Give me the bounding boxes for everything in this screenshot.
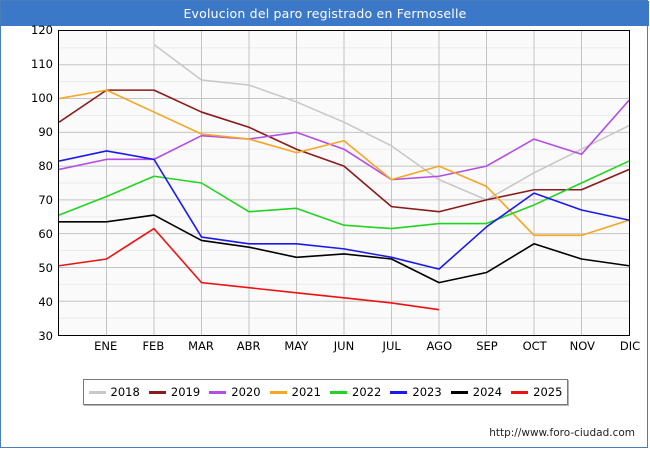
legend-item-2021[interactable]: 2021 [269, 385, 321, 399]
legend-label-2025: 2025 [533, 385, 563, 399]
x-axis-tick-oct: OCT [522, 339, 547, 353]
x-axis-tick-abr: ABR [236, 339, 261, 353]
y-axis-labels: 30 40 50 60 70 80 90 100 110 120 [1, 23, 53, 343]
legend-label-2022: 2022 [352, 385, 382, 399]
y-axis-tick-50: 50 [38, 261, 53, 275]
x-axis-tick-jun: JUN [333, 339, 355, 353]
source-url: http://www.foro-ciudad.com [489, 427, 635, 439]
series-line-2021 [59, 89, 629, 237]
legend-item-2020[interactable]: 2020 [209, 385, 261, 399]
legend-item-2022[interactable]: 2022 [330, 385, 381, 399]
y-axis-tick-30: 30 [38, 329, 53, 343]
series-line-2024 [59, 214, 629, 284]
legend-label-2023: 2023 [412, 385, 442, 399]
legend-swatch-2022 [330, 390, 348, 394]
chart-legend: 2018 2019 2020 2021 2022 2023 2024 2025 [83, 379, 568, 405]
legend-label-2021: 2021 [291, 385, 321, 399]
legend-item-2023[interactable]: 2023 [390, 385, 442, 399]
legend-swatch-2019 [148, 390, 166, 394]
legend-label-2019: 2019 [170, 385, 201, 399]
x-axis-tick-may: MAY [284, 339, 309, 353]
legend-label-2018: 2018 [110, 385, 140, 399]
legend-swatch-2020 [209, 390, 227, 394]
x-axis-tick-feb: FEB [142, 339, 165, 353]
legend-item-2024[interactable]: 2024 [450, 385, 503, 399]
y-axis-tick-60: 60 [38, 227, 53, 241]
y-axis-tick-80: 80 [38, 159, 53, 173]
y-axis-tick-90: 90 [38, 125, 53, 139]
x-axis-tick-ene: ENE [94, 339, 118, 353]
legend-label-2020: 2020 [231, 385, 261, 399]
series-lines [59, 43, 629, 311]
y-axis-tick-120: 120 [31, 23, 53, 37]
series-line-2019 [59, 89, 629, 213]
y-axis-tick-70: 70 [38, 193, 53, 207]
legend-swatch-2021 [269, 390, 287, 394]
x-axis-tick-nov: NOV [569, 339, 595, 353]
plot-area [58, 30, 630, 336]
x-axis-tick-mar: MAR [188, 339, 214, 353]
legend-label-2024: 2024 [472, 385, 503, 399]
x-axis-labels: ENE FEB MAR ABR MAY JUN JUL AGO SEP OCT NOV DIC [58, 339, 640, 357]
y-axis-tick-100: 100 [31, 91, 53, 105]
page-title: Evolucion del paro registrado en Fermose… [183, 6, 467, 21]
x-axis-tick-jul: JUL [382, 339, 401, 353]
y-axis-tick-40: 40 [38, 295, 53, 309]
window-title-bar: Evolucion del paro registrado en Fermose… [1, 1, 649, 26]
series-line-2018 [153, 43, 629, 201]
series-line-2025 [59, 227, 440, 311]
x-axis-tick-ago: AGO [426, 339, 453, 353]
series-line-2023 [59, 150, 629, 270]
x-axis-tick-dic: DIC [619, 339, 641, 353]
legend-swatch-2024 [450, 390, 468, 394]
y-axis-tick-110: 110 [31, 57, 53, 71]
legend-swatch-2023 [390, 390, 408, 394]
legend-item-2025[interactable]: 2025 [511, 385, 562, 399]
legend-swatch-2025 [511, 390, 529, 394]
legend-item-2018[interactable]: 2018 [88, 385, 140, 399]
legend-swatch-2018 [88, 390, 106, 394]
x-axis-tick-sep: SEP [476, 339, 498, 353]
series-line-2022 [59, 160, 629, 230]
legend-item-2019[interactable]: 2019 [148, 385, 201, 399]
